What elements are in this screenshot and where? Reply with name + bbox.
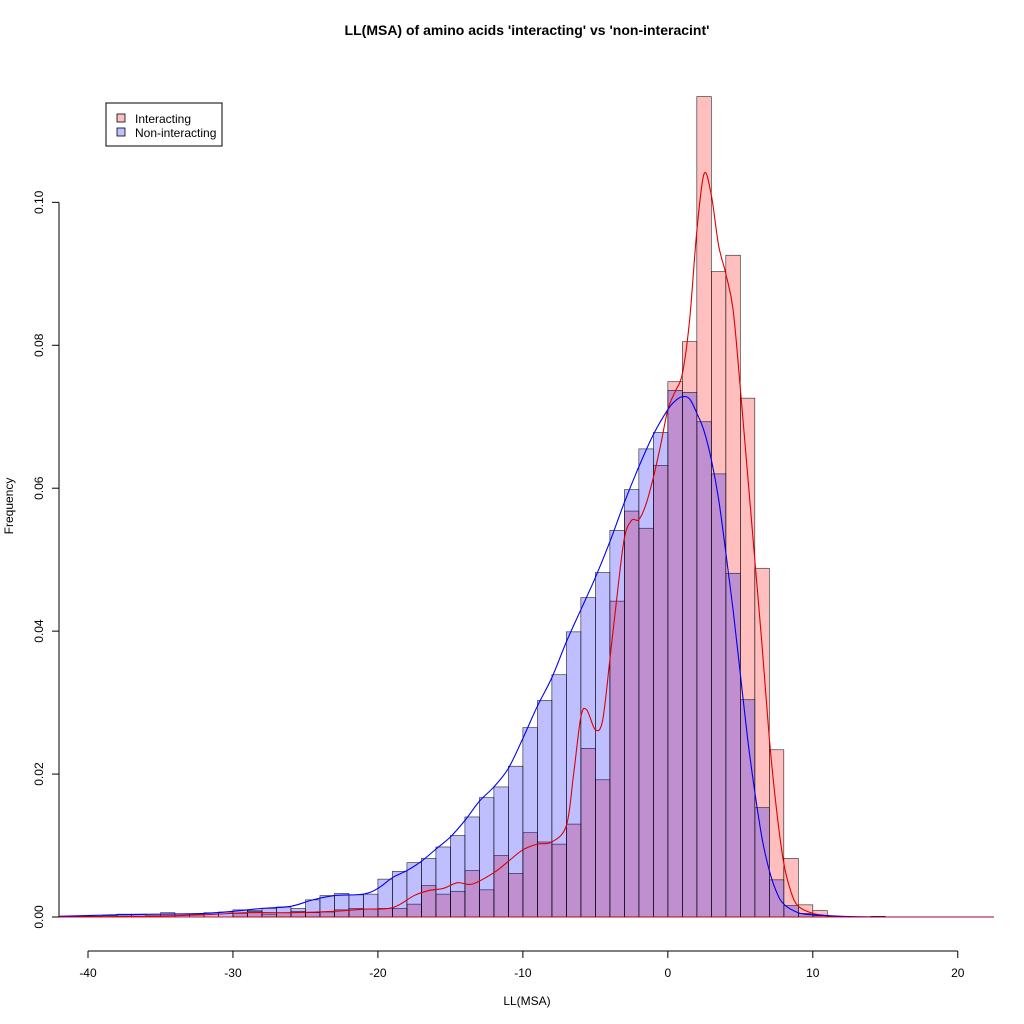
x-tick-label: 0 bbox=[664, 966, 671, 980]
x-tick-label: -20 bbox=[369, 966, 387, 980]
non-interacting-bar-14 bbox=[276, 906, 292, 918]
legend-swatch-non-interacting bbox=[116, 127, 126, 137]
y-tick-label: 0.06 bbox=[32, 476, 46, 500]
non-interacting-bar-30 bbox=[508, 765, 524, 918]
y-axis: 0.00 0.02 0.04 0.06 0.08 0.10 bbox=[32, 190, 60, 929]
non-interacting-bar-20 bbox=[363, 893, 379, 918]
non-interacting-bar-23 bbox=[406, 862, 422, 918]
non-interacting-bar-48 bbox=[769, 879, 785, 918]
non-interacting-bar-12 bbox=[247, 910, 263, 918]
non-interacting-bar-44 bbox=[711, 473, 727, 918]
non-interacting-bar-24 bbox=[421, 858, 437, 918]
y-tick-label: 0.02 bbox=[32, 762, 46, 786]
non-interacting-bar-28 bbox=[479, 797, 495, 918]
legend-box bbox=[105, 102, 223, 147]
non-interacting-bar-43 bbox=[696, 421, 712, 918]
non-interacting-bar-32 bbox=[537, 700, 553, 918]
x-tick-label: -30 bbox=[224, 966, 242, 980]
x-tick-label: -40 bbox=[79, 966, 97, 980]
non-interacting-bar-38 bbox=[624, 489, 640, 918]
interacting-bars bbox=[232, 96, 828, 918]
x-axis-label: LL(MSA) bbox=[503, 994, 550, 1008]
non-interacting-bar-42 bbox=[682, 392, 698, 918]
legend-label-non-interacting: Non-interacting bbox=[135, 126, 216, 140]
non-interacting-bar-22 bbox=[392, 870, 408, 918]
non-interacting-bars bbox=[73, 389, 886, 918]
non-interacting-bar-25 bbox=[435, 846, 451, 918]
non-interacting-bar-33 bbox=[551, 674, 567, 918]
y-axis-label: Frequency bbox=[2, 478, 16, 535]
non-interacting-bar-27 bbox=[464, 816, 480, 918]
x-tick-label: -10 bbox=[514, 966, 532, 980]
non-interacting-bar-39 bbox=[638, 448, 654, 918]
y-tick-label: 0.04 bbox=[32, 619, 46, 643]
non-interacting-bar-17 bbox=[319, 895, 335, 918]
y-tick-label: 0.08 bbox=[32, 333, 46, 357]
non-interacting-bar-18 bbox=[334, 893, 350, 918]
non-interacting-bar-45 bbox=[725, 572, 741, 918]
non-interacting-bar-31 bbox=[522, 727, 538, 918]
x-tick-label: 20 bbox=[951, 966, 965, 980]
non-interacting-bar-46 bbox=[740, 699, 756, 918]
non-interacting-bar-40 bbox=[653, 432, 669, 918]
non-interacting-density-curve bbox=[58, 395, 994, 918]
y-tick-label: 0.10 bbox=[32, 190, 46, 214]
non-interacting-bar-29 bbox=[493, 786, 509, 918]
x-tick-label: 10 bbox=[806, 966, 820, 980]
non-interacting-bar-35 bbox=[580, 597, 596, 918]
legend-label-interacting: Interacting bbox=[135, 112, 191, 126]
non-interacting-bar-19 bbox=[348, 894, 364, 918]
non-interacting-bar-37 bbox=[609, 530, 625, 918]
non-interacting-bar-26 bbox=[450, 835, 466, 918]
non-interacting-bar-21 bbox=[377, 878, 393, 918]
non-interacting-bar-16 bbox=[305, 899, 321, 918]
legend: Interacting Non-interacting bbox=[105, 102, 223, 147]
non-interacting-bar-41 bbox=[667, 389, 683, 918]
chart-title: LL(MSA) of amino acids 'interacting' vs … bbox=[345, 22, 710, 38]
non-interacting-bar-36 bbox=[595, 572, 611, 918]
interacting-density-curve bbox=[58, 171, 994, 918]
y-tick-label: 0.00 bbox=[32, 905, 46, 929]
x-axis: -40 -30 -20 -10 0 10 20 bbox=[79, 950, 965, 980]
legend-swatch-interacting bbox=[116, 113, 126, 123]
